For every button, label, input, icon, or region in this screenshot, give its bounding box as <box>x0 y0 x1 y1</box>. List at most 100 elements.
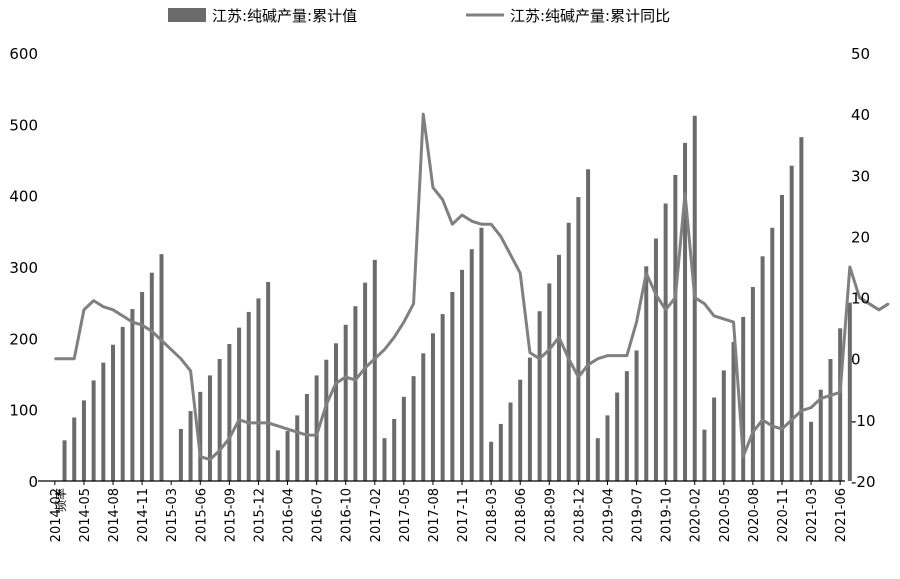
bar-2019-05 <box>615 392 620 481</box>
bar-2019-03 <box>595 438 600 481</box>
bar-2015-04 <box>178 428 183 481</box>
x-tick-label: 2017-05 <box>398 488 413 542</box>
y-left-tick-label: 100 <box>9 402 38 420</box>
x-tick-label: 2015-06 <box>194 488 209 542</box>
yoy-point-2017-04 <box>393 336 395 339</box>
y-left-tick-label: 0 <box>28 473 38 491</box>
yoy-point-2018-10 <box>558 336 560 339</box>
x-tick-label: 2019-10 <box>660 488 675 542</box>
yoy-point-2014-02 <box>54 357 56 360</box>
yoy-point-2016-07 <box>315 434 318 436</box>
yoy-point-2017-10 <box>451 223 454 225</box>
bar-2016-06 <box>304 393 309 481</box>
yoy-point-2015-02 <box>160 339 163 342</box>
bar-2020-03 <box>702 429 707 481</box>
bar-2014-04 <box>72 417 77 481</box>
bar-2020-11 <box>779 194 784 481</box>
x-tick-label: 2014-08 <box>107 488 122 542</box>
y-right-tick-label: 40 <box>851 106 870 124</box>
yoy-point-2019-07 <box>635 321 638 323</box>
bar-2017-11 <box>460 269 465 481</box>
bar-2019-06 <box>624 371 629 481</box>
yoy-point-2016-03 <box>277 425 279 427</box>
yoy-point-2019-12 <box>684 192 686 195</box>
yoy-point-2020-10 <box>771 425 774 427</box>
bar-2021-05 <box>828 359 833 481</box>
x-tick-label: 2018-12 <box>572 488 587 542</box>
yoy-point-2014-12 <box>151 330 153 333</box>
yoy-point-2016-06 <box>306 434 308 436</box>
bar-2015-02 <box>159 254 164 481</box>
bar-2020-06 <box>731 341 736 481</box>
legend-label-bar: 江苏:纯碱产量:累计值 <box>212 7 357 25</box>
yoy-point-2017-02 <box>373 357 376 360</box>
y-left-tick-label: 200 <box>9 330 38 348</box>
bar-2021-04 <box>818 389 823 481</box>
x-tick-label: 2017-11 <box>456 488 471 542</box>
x-tick-label: 2015-12 <box>252 488 267 542</box>
x-tick-label: 2020-02 <box>689 488 704 542</box>
bar-2019-10 <box>663 203 668 481</box>
x-tick-label: 2016-04 <box>282 488 297 542</box>
yoy-point-2019-05 <box>616 354 618 357</box>
bar-2019-04 <box>605 415 610 481</box>
yoy-point-2020-08 <box>752 431 754 433</box>
bar-series-cumulative-output <box>62 115 852 482</box>
bar-2015-10 <box>237 327 242 481</box>
bar-2017-03 <box>382 438 387 481</box>
bar-2020-07 <box>741 316 746 481</box>
bar-2016-10 <box>343 324 348 481</box>
yoy-point-2020-07 <box>742 455 744 458</box>
yoy-point-2014-10 <box>131 321 134 323</box>
chart-legend: 江苏:纯碱产量:累计值 江苏:纯碱产量:累计同比 <box>168 7 670 25</box>
bar-2019-11 <box>673 174 678 482</box>
bar-2018-10 <box>556 254 561 481</box>
yoy-point-2020-12 <box>790 419 793 421</box>
y-left-tick-label: 300 <box>9 259 38 277</box>
bar-2014-06 <box>91 380 96 481</box>
bar-2016-11 <box>353 306 358 481</box>
yoy-point-2017-05 <box>403 321 405 323</box>
bar-2014-05 <box>81 400 86 481</box>
yoy-point-2018-02 <box>480 223 483 225</box>
bar-2019-08 <box>644 266 649 481</box>
yoy-point-2015-10 <box>238 419 240 421</box>
yoy-point-2019-06 <box>626 354 628 357</box>
yoy-point-2017-03 <box>383 348 386 351</box>
yoy-point-2021-03 <box>810 406 812 409</box>
x-tick-label: 2021-03 <box>805 488 820 542</box>
bar-2018-08 <box>537 311 542 481</box>
yoy-point-2016-05 <box>296 431 299 433</box>
bar-2017-07 <box>421 353 426 481</box>
bar-2015-06 <box>198 391 203 481</box>
bar-2019-02 <box>586 169 591 481</box>
bar-2016-04 <box>285 431 290 481</box>
x-tick-label: 2019-04 <box>601 488 616 542</box>
yoy-point-2014-03 <box>63 357 66 360</box>
yoy-point-undefined <box>849 266 851 268</box>
bar-2018-06 <box>518 379 523 481</box>
yoy-point-2020-06 <box>732 321 735 323</box>
bar-2015-09 <box>227 344 232 481</box>
yoy-point-2018-11 <box>567 357 570 360</box>
y-right-tick-label: 50 <box>851 45 870 63</box>
bar-2018-02 <box>479 227 484 481</box>
bar-2017-05 <box>401 396 406 481</box>
bar-2015-11 <box>246 311 251 481</box>
yoy-point-2016-04 <box>286 428 289 430</box>
yoy-point-2014-09 <box>121 315 124 317</box>
yoy-point-2015-04 <box>180 357 182 360</box>
yoy-point-undefined <box>887 302 890 305</box>
yoy-point-2014-06 <box>92 299 95 302</box>
y-right-tick-label: -20 <box>851 473 876 491</box>
y-left-tick-label: 400 <box>9 188 38 206</box>
bar-2016-09 <box>334 343 339 481</box>
yoy-point-2016-10 <box>344 376 347 378</box>
yoy-point-2014-08 <box>112 309 114 311</box>
y-left-tick-label: 500 <box>9 116 38 134</box>
x-tick-label: 2020-08 <box>747 488 762 542</box>
bar-2016-12 <box>363 282 368 481</box>
bar-2019-07 <box>634 350 639 481</box>
y-left-tick-label: 600 <box>9 45 38 63</box>
bar-2017-10 <box>450 291 455 481</box>
